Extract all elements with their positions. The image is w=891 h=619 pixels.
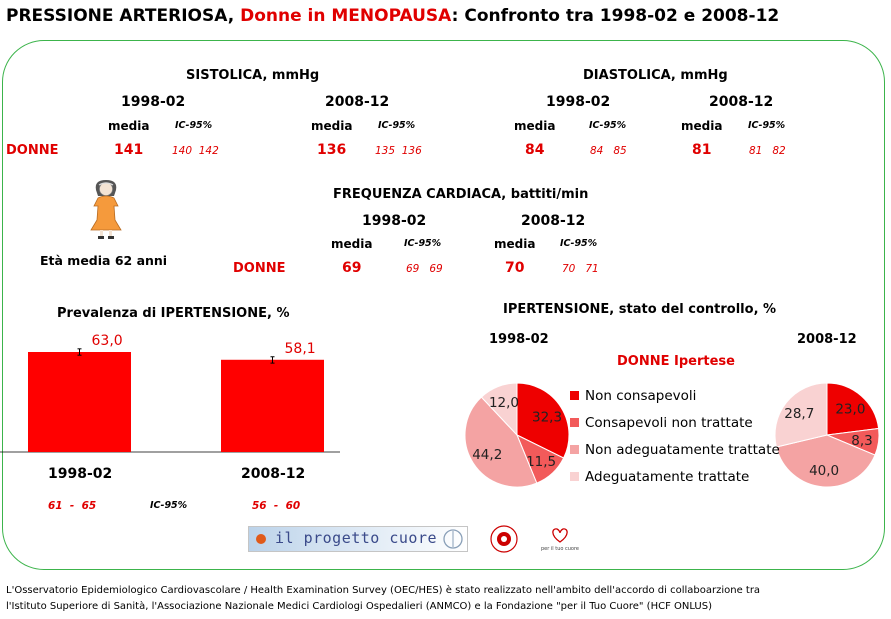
legend-swatch	[570, 391, 579, 400]
frequenza-header: FREQUENZA CARDIACA, battiti/min	[333, 187, 589, 202]
bar-chart: 63,0 58,1	[0, 333, 340, 453]
pie-1-label-1: 32,3	[532, 409, 562, 425]
diastolica-ic-label-1: IC-95%	[589, 120, 627, 131]
pie-1-label-3: 44,2	[472, 447, 502, 463]
bar-category-2: 2008-12	[241, 466, 306, 482]
sistolica-media-2: 136	[317, 142, 347, 158]
legend-label: Consapevoli non trattate	[585, 415, 753, 431]
sistolica-ic-2: 135 136	[375, 145, 422, 157]
diastolica-ic-2: 81 82	[749, 145, 786, 157]
frequenza-year-1: 1998-02	[362, 213, 427, 229]
bar-ci-2: 56 - 60	[252, 500, 301, 512]
sistolica-year-1: 1998-02	[121, 94, 186, 110]
pie-1-label-4: 12,0	[489, 395, 519, 411]
pie-year-2: 2008-12	[797, 332, 857, 347]
content-panel	[2, 40, 885, 570]
diastolica-media-2: 81	[692, 142, 712, 158]
legend-swatch	[570, 445, 579, 454]
bar-category-1: 1998-02	[48, 466, 113, 482]
donne-label-frequenza: DONNE	[233, 261, 286, 276]
progetto-cuore-text: il progetto cuore	[275, 529, 438, 547]
diastolica-year-2: 2008-12	[709, 94, 774, 110]
diastolica-year-1: 1998-02	[546, 94, 611, 110]
legend-label: Adeguatamente trattate	[585, 469, 750, 485]
iss-logo-icon	[443, 529, 463, 549]
bar-2	[221, 359, 324, 452]
pie-subtitle: DONNE Ipertese	[617, 354, 735, 369]
bar-chart-title: Prevalenza di IPERTENSIONE, %	[57, 306, 290, 321]
pie-2-slice-4	[774, 382, 828, 448]
sistolica-ic-label-1: IC-95%	[175, 120, 213, 131]
sistolica-media-label-2: media	[311, 119, 353, 133]
legend-swatch	[570, 472, 579, 481]
diastolica-ic-1: 84 85	[590, 145, 627, 157]
pie-2-label-3: 40,0	[809, 463, 839, 479]
footer-line-2: l'Istituto Superiore di Sanità, l'Associ…	[6, 601, 713, 612]
bar-value-label-2: 58,1	[285, 341, 316, 357]
frequenza-ic-label-1: IC-95%	[404, 238, 442, 249]
pie-1-slice-1	[516, 382, 570, 459]
pie-1-slice-3	[464, 396, 538, 488]
donne-label-pressione: DONNE	[6, 143, 59, 158]
hcf-logo-text: per il tuo cuore	[541, 546, 579, 552]
frequenza-media-label-2: media	[494, 237, 536, 251]
pie-2-slice-1	[826, 382, 880, 436]
sistolica-ic-1: 140 142	[172, 145, 219, 157]
frequenza-ic-2: 70 71	[562, 263, 599, 275]
bar-ci-title: IC-95%	[150, 500, 188, 511]
title-part-2: Donne in MENOPAUSA	[240, 6, 452, 26]
sistolica-header: SISTOLICA, mmHg	[186, 68, 320, 83]
pie-2-label-2: 8,3	[851, 433, 872, 449]
bar-ci-1: 61 - 65	[48, 500, 97, 512]
diastolica-header: DIASTOLICA, mmHg	[583, 68, 728, 83]
pie-2-label-1: 23,0	[835, 401, 865, 417]
frequenza-media-label-1: media	[331, 237, 373, 251]
heart-logo-icon	[256, 534, 266, 544]
diastolica-ic-label-2: IC-95%	[748, 120, 786, 131]
pie-1-slice-4	[480, 382, 518, 437]
sistolica-media-label-1: media	[108, 119, 150, 133]
footer-line-1: L'Osservatorio Epidemiologico Cardiovasc…	[6, 585, 761, 596]
legend-label: Non consapevoli	[585, 388, 697, 404]
pie-2-slice-3	[775, 434, 876, 488]
pie-2-label-4: 28,7	[784, 406, 814, 422]
woman-icon	[90, 180, 122, 239]
pie-charts: 32,3 11,5 44,2 12,0 23,0 8,3 40,0 28,7	[464, 382, 880, 488]
anmco-logo-icon	[490, 525, 518, 553]
diastolica-media-label-2: media	[681, 119, 723, 133]
legend-swatch	[570, 418, 579, 427]
bar-1	[28, 352, 131, 452]
legend-label: Non adeguatamente trattate	[585, 442, 780, 458]
title-part-1: PRESSIONE ARTERIOSA,	[6, 6, 235, 26]
pie-chart-title: IPERTENSIONE, stato del controllo, %	[503, 302, 777, 317]
page-title: PRESSIONE ARTERIOSA, Donne in MENOPAUSA:…	[6, 6, 779, 26]
diastolica-media-label-1: media	[514, 119, 556, 133]
frequenza-media-2: 70	[505, 260, 525, 276]
sistolica-ic-label-2: IC-95%	[378, 120, 416, 131]
eta-media: Età media 62 anni	[40, 253, 168, 268]
bar-value-label-1: 63,0	[92, 333, 123, 349]
frequenza-year-2: 2008-12	[521, 213, 586, 229]
pie-year-1: 1998-02	[489, 332, 549, 347]
frequenza-media-1: 69	[342, 260, 362, 276]
frequenza-ic-label-2: IC-95%	[560, 238, 598, 249]
pie-1-label-2: 11,5	[526, 454, 556, 470]
sistolica-year-2: 2008-12	[325, 94, 390, 110]
diastolica-media-1: 84	[525, 142, 545, 158]
hcf-logo-icon: per il tuo cuore	[541, 528, 579, 552]
progetto-cuore-logo: il progetto cuore	[248, 526, 468, 552]
frequenza-ic-1: 69 69	[406, 263, 443, 275]
sistolica-media-1: 141	[114, 142, 144, 158]
title-part-3: : Confronto tra 1998-02 e 2008-12	[451, 6, 780, 26]
